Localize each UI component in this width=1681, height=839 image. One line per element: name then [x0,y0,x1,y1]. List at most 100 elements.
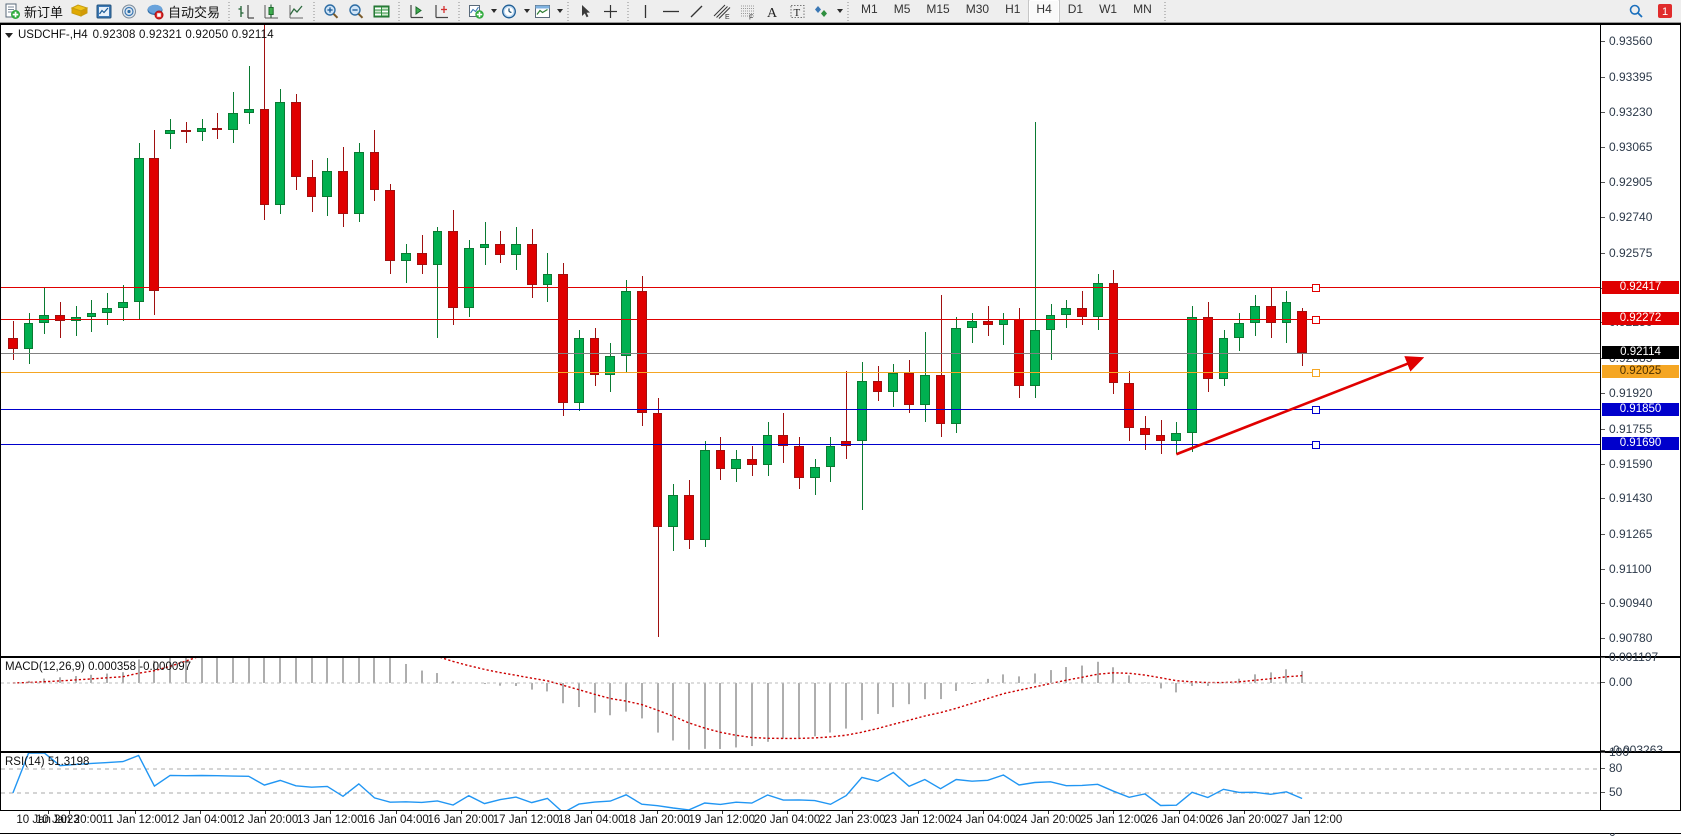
shapes-button[interactable] [810,1,835,22]
time-tick-label: 26 Jan 04:00 [1145,814,1212,826]
periods-dropdown-caret[interactable] [524,9,531,13]
time-tick [69,811,71,814]
horizontal-line-button[interactable] [658,1,684,22]
price-level-handle[interactable] [1312,368,1320,377]
signals-button[interactable] [117,1,142,22]
time-tick-label: 18 Jan 20:00 [623,814,690,826]
cursor-arrow-icon [582,4,591,17]
macd-tick-label: 0.001197 [1609,650,1659,664]
price-plot[interactable] [1,25,1600,656]
price-level-handle[interactable] [1312,284,1320,293]
price-tick-label: 0.93230 [1609,104,1653,119]
candle-body [86,312,97,317]
chart-shift-button[interactable] [429,1,454,22]
candle-body [872,381,883,392]
auto-scroll-button[interactable] [404,1,429,22]
macd-scale[interactable]: 0.001197 0.00 -0.003263 [1600,650,1680,757]
candle-body [133,158,144,302]
new-order-button[interactable]: 新订单 [0,1,67,22]
line-chart-button[interactable] [284,1,309,22]
price-scale[interactable]: 0.93560 0.93395 0.93230 0.93065 0.92905 0.927… [1600,25,1680,656]
text-button[interactable]: A [760,1,785,22]
macd-plot[interactable] [1,658,1600,751]
candle-body [558,273,569,403]
time-tick-label: 27 Jan 12:00 [1275,814,1343,826]
templates-button[interactable] [530,1,555,22]
equidistant-channel-button[interactable]: E [709,1,735,22]
price-tick-label: 0.91100 [1609,562,1652,577]
tab-timeframe-m30[interactable]: M30 [965,2,990,16]
toolbar-separator [567,1,570,21]
time-tick-label: 23 Jan 12:00 [884,814,951,826]
price-level-line[interactable] [1,371,1600,373]
time-tick-label: 10 Jan 2023 [16,814,80,826]
market-watch-button[interactable] [92,1,117,22]
label-button[interactable]: T [785,1,810,22]
tab-timeframe-m1[interactable]: M1 [861,2,878,16]
crosshair-button[interactable] [598,1,623,22]
periods-button[interactable] [497,1,522,22]
time-tick-label: 12 Jan 04:00 [166,814,234,826]
price-tick-label: 0.91590 [1609,456,1653,471]
zoom-out-button[interactable] [344,1,369,22]
toolbar-separator [398,1,401,21]
tab-timeframe-h4[interactable]: H4 [1028,0,1060,23]
time-tick [265,811,266,814]
chevron-down-icon[interactable] [5,32,13,38]
candle-body [196,128,207,133]
resistance-level-1[interactable]: 0.92417 [1602,280,1679,294]
search-button[interactable] [1623,1,1648,22]
current-bid-price[interactable]: 0.92114 [1602,346,1679,360]
price-pane[interactable]: 0.93560 0.93395 0.93230 0.93065 0.92905 0.927… [0,24,1681,657]
indicators-button[interactable] [464,1,489,22]
bar-chart-button[interactable] [234,1,259,22]
pivot-level[interactable]: 0.92025 [1602,365,1679,379]
candlestick-chart-button[interactable] [259,1,284,22]
resistance-level-2[interactable]: 0.92272 [1602,312,1679,326]
price-level-line[interactable] [1,352,1600,354]
text-icon: A [767,6,778,20]
price-level-handle[interactable] [1312,315,1320,324]
cursor-button[interactable] [573,1,598,22]
time-tick-label: 25 Jan 12:00 [1079,814,1147,826]
time-tick-label: 13 Jan 12:00 [296,814,364,826]
price-level-line[interactable] [1,409,1600,411]
candle-wick [249,65,250,124]
bullish-trend-arrow[interactable] [1,25,1600,656]
indicators-dropdown-caret[interactable] [491,9,498,13]
price-level-handle[interactable] [1312,440,1320,449]
candle-body [165,130,175,135]
support-level-1[interactable]: 0.91850 [1602,402,1679,416]
tab-timeframe-w1[interactable]: W1 [1099,2,1118,16]
time-axis[interactable]: 10 Jan 2023 10 Jan 20:00 11 Jan 12:00 12 Ja… [0,810,1681,833]
fibonacci-button[interactable]: F [735,1,760,22]
expert-advisors-button[interactable] [67,1,92,22]
tab-timeframe-m5[interactable]: M5 [893,2,911,16]
tab-timeframe-h1[interactable]: H1 [1005,2,1021,16]
shapes-dropdown-caret[interactable] [837,9,844,13]
candle-body [967,321,977,328]
price-level-line[interactable] [1,287,1600,289]
vertical-line-button[interactable] [633,1,658,22]
data-window-button[interactable] [369,1,394,22]
candle-wick [1003,312,1004,345]
candle-body [794,445,804,478]
auto-trading-button[interactable]: 自动交易 [142,1,224,22]
time-tick [460,811,462,814]
trendline-button[interactable] [684,1,709,22]
tab-timeframe-d1[interactable]: D1 [1067,2,1084,16]
notification-button[interactable]: 1 [1652,1,1677,22]
candle-body [605,355,616,375]
support-level-2[interactable]: 0.91690 [1602,437,1679,451]
price-level-line[interactable] [1,443,1600,445]
price-level-handle[interactable] [1312,406,1320,415]
tab-timeframe-mn[interactable]: MN [1133,2,1152,16]
templates-icon [535,4,551,18]
price-level-line[interactable] [1,318,1600,320]
candle-body [574,338,584,403]
templates-dropdown-caret[interactable] [557,9,564,13]
chart-area[interactable]: 0.93560 0.93395 0.93230 0.93065 0.92905 0.927… [0,23,1681,839]
zoom-in-button[interactable] [319,1,344,22]
macd-pane[interactable]: 0.001197 0.00 -0.003263 MACD(12,26,9) 0.00… [0,650,1681,757]
tab-timeframe-m15[interactable]: M15 [926,2,950,16]
